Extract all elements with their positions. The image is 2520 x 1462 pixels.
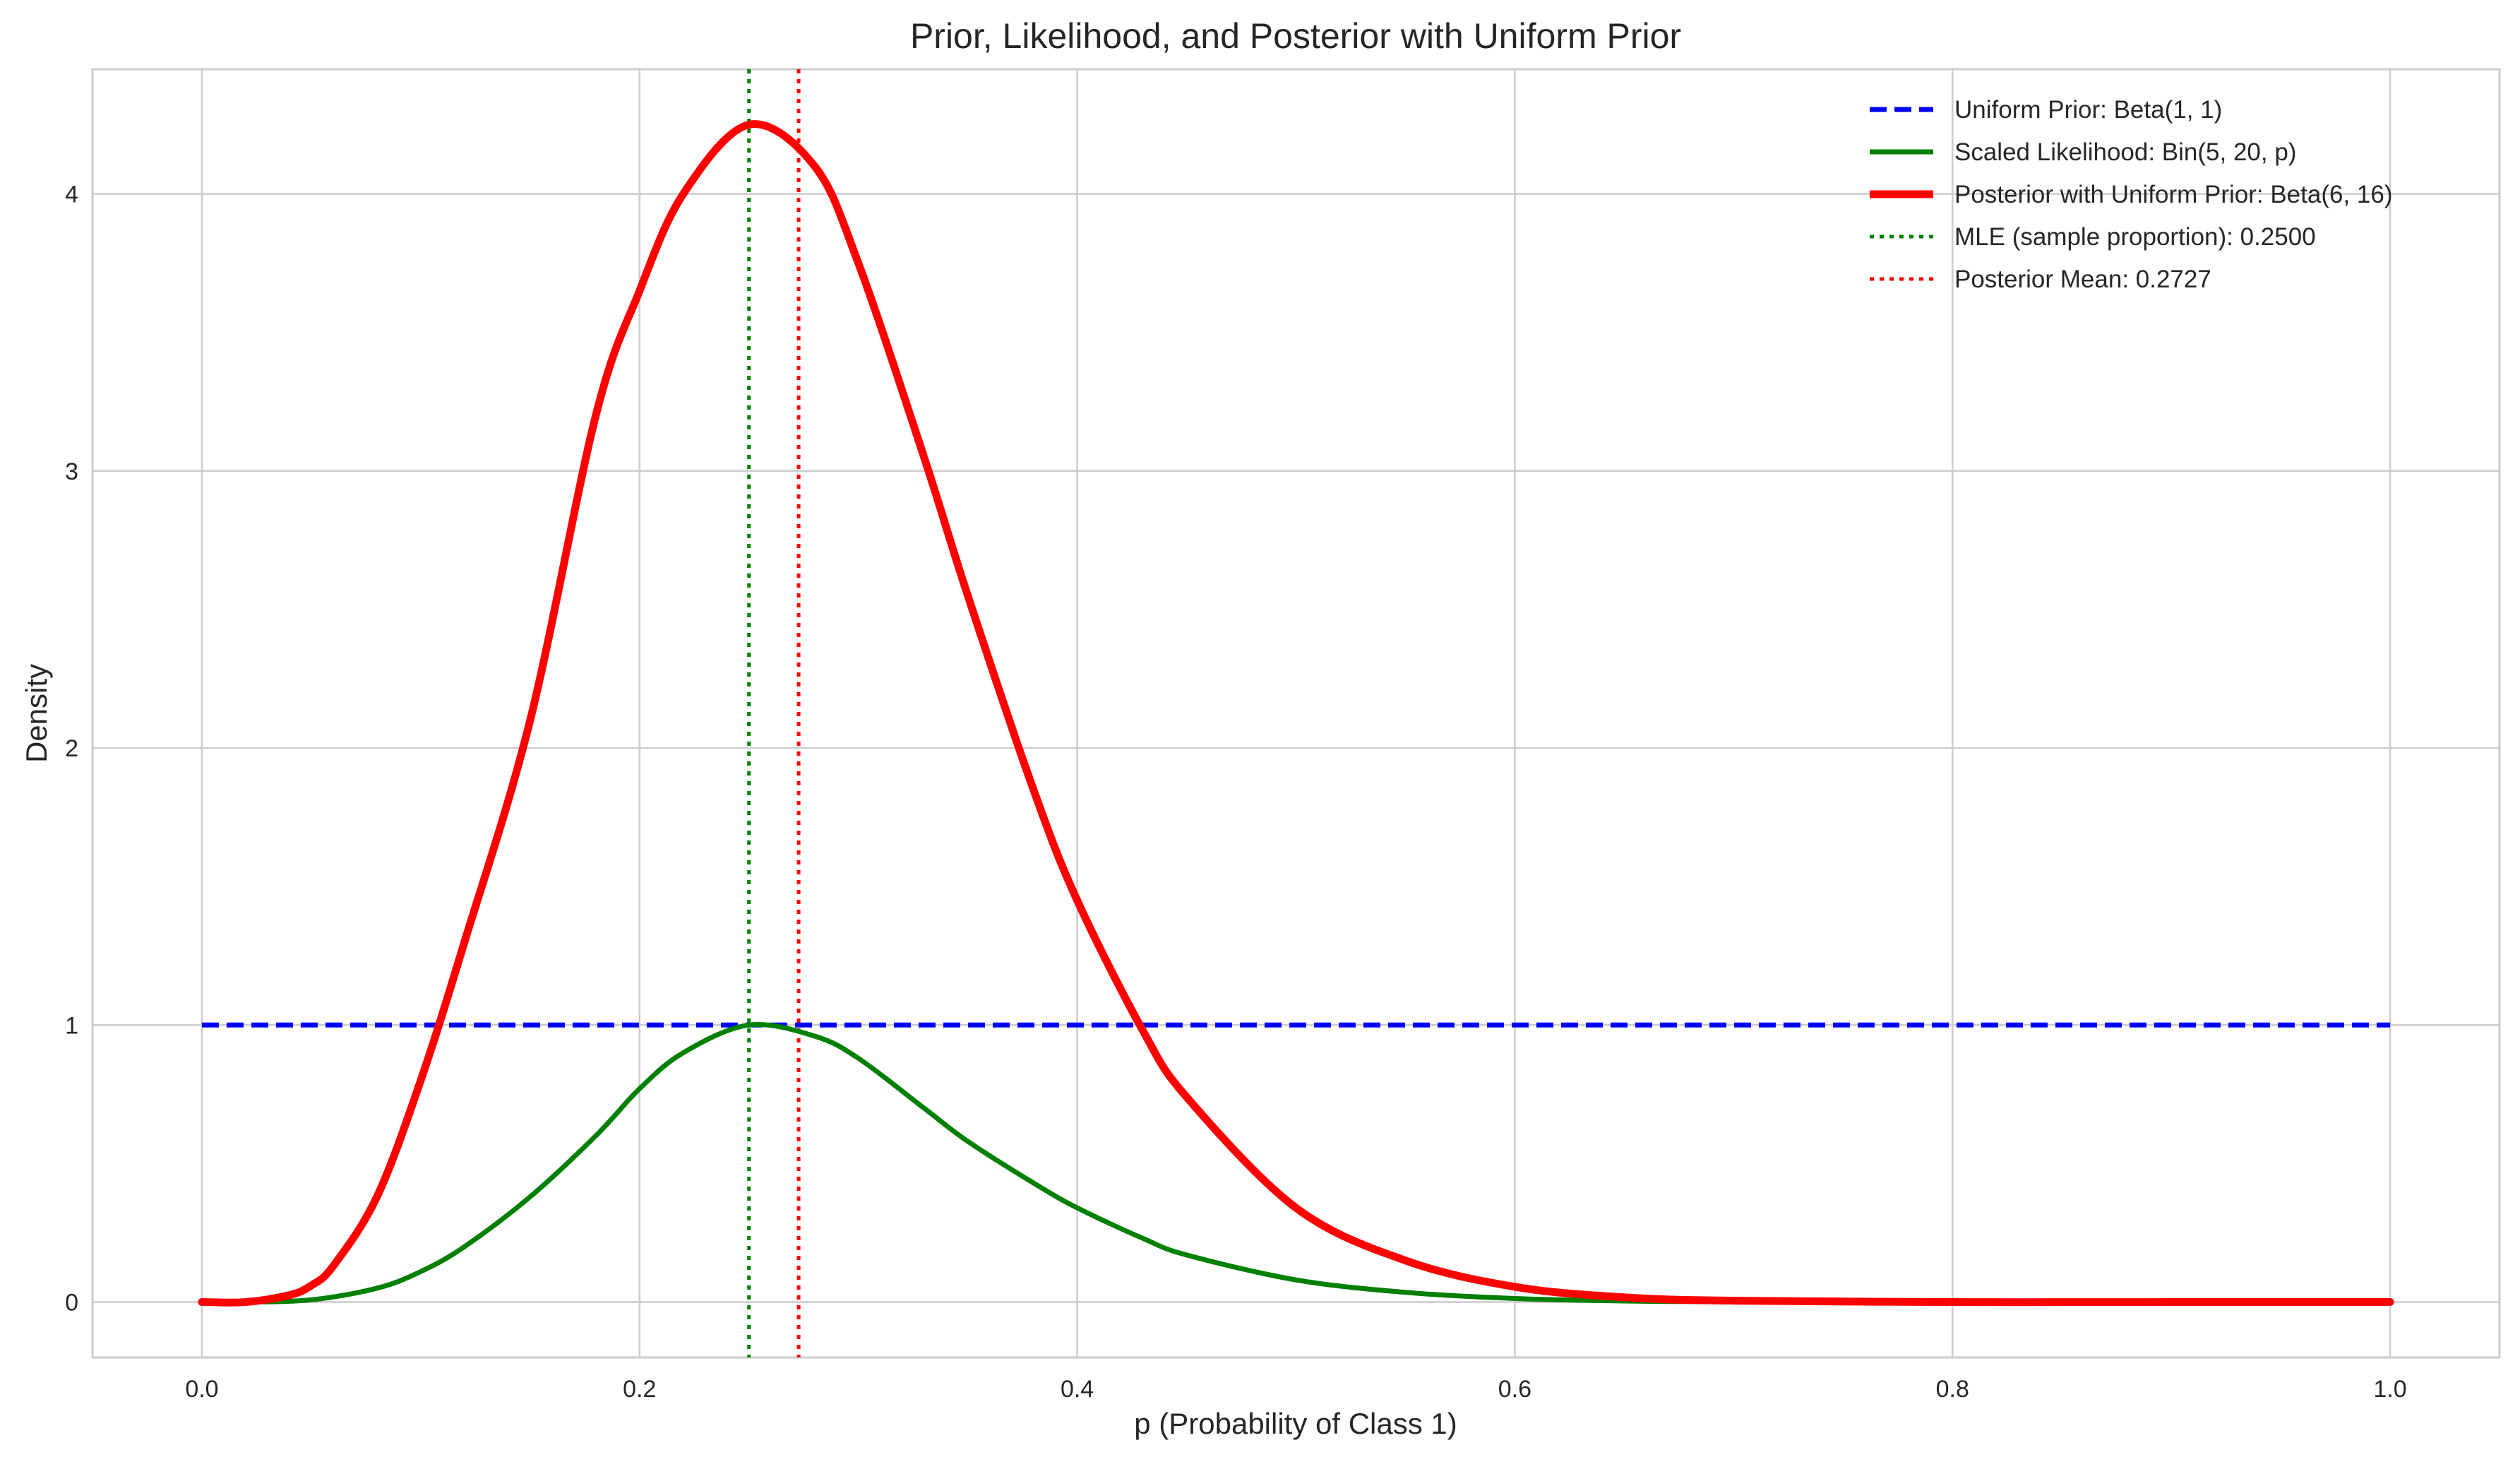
y-axis-title: Density [20,664,53,763]
y-tick-label: 0 [65,1290,78,1317]
legend-label: MLE (sample proportion): 0.2500 [1954,223,2316,251]
legend-entry-posterior: Posterior with Uniform Prior: Beta(6, 16… [1870,181,2392,208]
series-lines [198,69,2394,1357]
x-tick-label: 0.2 [623,1376,656,1403]
x-tick-label: 0.8 [1936,1376,1969,1403]
legend-label: Posterior Mean: 0.2727 [1954,266,2211,293]
plot-frame [91,68,2501,1359]
y-tick-label: 1 [65,1012,78,1039]
legend-label: Posterior with Uniform Prior: Beta(6, 16… [1954,181,2392,208]
x-tick-label: 1.0 [2373,1376,2406,1403]
legend-entry-scaled-likelihood: Scaled Likelihood: Bin(5, 20, p) [1870,138,2296,166]
x-tick-label: 0.0 [185,1376,218,1403]
legend-entry-posterior-mean: Posterior Mean: 0.2727 [1870,266,2211,293]
legend-entry-uniform-prior: Uniform Prior: Beta(1, 1) [1870,96,2222,124]
y-tick-label: 2 [65,735,78,762]
x-axis-title: p (Probability of Class 1) [1134,1407,1457,1440]
posterior-line [198,120,2394,1307]
grid [92,69,2500,1357]
y-tick-label: 4 [65,182,78,208]
tick-labels: 0.0 0.2 0.4 0.6 0.8 1.0 0 1 2 3 4 [65,182,2407,1403]
legend-label: Scaled Likelihood: Bin(5, 20, p) [1954,138,2296,166]
chart-title: Prior, Likelihood, and Posterior with Un… [910,16,1681,56]
y-tick-label: 3 [65,458,78,485]
legend: Uniform Prior: Beta(1, 1) Scaled Likeliho… [1870,96,2392,293]
x-tick-label: 0.6 [1498,1376,1531,1403]
x-tick-label: 0.4 [1061,1376,1094,1403]
legend-entry-mle: MLE (sample proportion): 0.2500 [1870,223,2316,251]
legend-label: Uniform Prior: Beta(1, 1) [1954,96,2222,124]
